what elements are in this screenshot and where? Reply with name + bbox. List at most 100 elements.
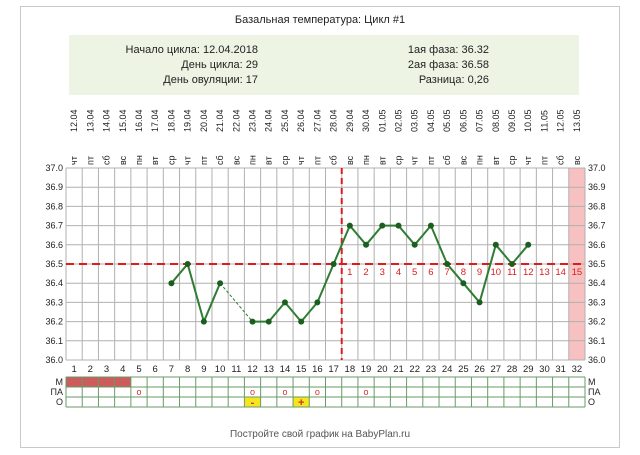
date-tick-label: 06.05 xyxy=(458,109,468,132)
temperature-point xyxy=(346,222,353,229)
date-tick-label: 03.05 xyxy=(410,109,420,132)
chart-grid xyxy=(65,167,586,361)
weekday-tick-label: чт xyxy=(523,156,533,165)
temperature-point xyxy=(460,280,467,287)
y-tick-label-left: 36.3 xyxy=(45,297,63,307)
weekday-tick-label: пн xyxy=(361,155,371,165)
day-number-label: 13 xyxy=(263,364,274,375)
y-tick-label-left: 36.9 xyxy=(45,182,63,192)
date-tick-label: 25.04 xyxy=(280,109,290,132)
weekday-tick-label: вт xyxy=(491,156,501,165)
weekday-tick-label: пн xyxy=(475,155,485,165)
y-tick-label-left: 36.5 xyxy=(45,259,63,269)
phase2-day-number: 9 xyxy=(477,267,482,278)
intercourse-mark: o xyxy=(136,387,141,397)
chart-frame: Базальная температура: Цикл #1 Начало ци… xyxy=(20,6,620,448)
date-tick-label: 05.05 xyxy=(442,109,452,132)
temperature-point xyxy=(200,318,207,325)
y-tick-label-left: 36.4 xyxy=(45,278,63,288)
date-tick-label: 13.04 xyxy=(85,109,95,132)
date-tick-label: 19.04 xyxy=(183,109,193,132)
weekday-tick-label: сб xyxy=(215,155,225,165)
sign-cell xyxy=(293,397,310,407)
temperature-point xyxy=(444,261,451,267)
date-tick-label: 29.04 xyxy=(345,109,355,132)
temperature-point xyxy=(249,318,256,325)
date-tick-label: 18.04 xyxy=(166,109,176,132)
marker-row-label-right: О xyxy=(588,397,595,407)
day-number-label: 1 xyxy=(71,364,76,375)
phase2-day-number: 14 xyxy=(555,267,566,278)
date-tick-label: 26.04 xyxy=(296,109,306,132)
weekday-tick-label: вс xyxy=(345,155,355,165)
y-tick-label-left: 36.2 xyxy=(45,317,63,327)
weekday-tick-label: пт xyxy=(85,156,95,165)
weekday-tick-label: вт xyxy=(377,156,387,165)
weekday-tick-label: ср xyxy=(507,155,517,165)
date-tick-label: 09.05 xyxy=(507,109,517,132)
weekday-tick-label: чт xyxy=(183,156,193,165)
day-axis: 1 2 3 4 5 6 7 8 9 10 11 12 13 14 15 16 17 18 19 20 21 22 23 24 2… xyxy=(71,364,582,375)
y-tick-label-right: 37.0 xyxy=(588,163,606,173)
y-tick-label-left: 36.1 xyxy=(45,336,63,346)
temperature-point xyxy=(411,241,418,248)
phase2-day-number: 3 xyxy=(380,267,385,278)
y-tick-label-left: 36.7 xyxy=(45,221,63,231)
weekday-tick-label: вс xyxy=(458,155,468,165)
day-number-label: 10 xyxy=(215,364,226,375)
day-number-label: 2 xyxy=(88,364,93,375)
weekday-tick-label: чт xyxy=(296,156,306,165)
day-number-label: 17 xyxy=(328,364,339,375)
phase2-day-number: 1 xyxy=(347,267,352,278)
day-number-label: 29 xyxy=(523,364,534,375)
day-number-label: 18 xyxy=(345,364,356,375)
date-tick-label: 10.05 xyxy=(523,109,533,132)
temperature-point xyxy=(281,299,288,306)
y-tick-label-left: 36.0 xyxy=(45,355,63,365)
temperature-point xyxy=(427,222,434,229)
marker-row-label-right: ПА xyxy=(588,387,600,397)
weekday-tick-label: вт xyxy=(150,156,160,165)
temperature-point xyxy=(298,318,305,325)
phase2-day-number: 4 xyxy=(396,267,401,278)
marker-row-label-left: ПА xyxy=(51,387,63,397)
intercourse-mark: o xyxy=(282,387,287,397)
phase2-day-number: 2 xyxy=(363,267,368,278)
day-number-label: 3 xyxy=(104,364,109,375)
day-number-label: 20 xyxy=(377,364,388,375)
day-number-label: 24 xyxy=(442,364,453,375)
marker-row-label-left: М xyxy=(56,377,64,387)
temperature-point xyxy=(184,261,191,267)
weekday-tick-label: сб xyxy=(329,155,339,165)
info-panel-background xyxy=(69,35,579,95)
y-tick-label-left: 36.8 xyxy=(45,201,63,211)
date-tick-label: 21.04 xyxy=(215,109,225,132)
sign-cell-text: - xyxy=(251,397,255,409)
phase2-day-number: 15 xyxy=(572,267,583,278)
temperature-point xyxy=(525,241,532,248)
phase2-average: 2ая фаза: 36.58 xyxy=(408,59,489,71)
temperature-line xyxy=(170,261,221,325)
day-number-label: 16 xyxy=(312,364,323,375)
marker-row-label-right: М xyxy=(588,377,596,387)
date-tick-label: 22.04 xyxy=(231,109,241,132)
date-tick-label: 16.04 xyxy=(134,109,144,132)
phase2-day-number: 11 xyxy=(507,267,517,278)
day-number-label: 8 xyxy=(185,364,190,375)
menstruation-cell xyxy=(114,377,131,387)
footer-text: Постройте свой график на BabyPlan.ru xyxy=(230,428,410,440)
info-panel: Начало цикла: 12.04.2018 День цикла: 29 … xyxy=(69,35,579,95)
date-tick-label: 24.04 xyxy=(264,109,274,132)
date-tick-label: 14.04 xyxy=(102,109,112,132)
date-tick-label: 12.05 xyxy=(556,109,566,132)
temperature-chart: Базальная температура: Цикл #1 Начало ци… xyxy=(45,14,606,440)
y-tick-label-right: 36.6 xyxy=(588,240,606,250)
y-tick-label-right: 36.9 xyxy=(588,182,606,192)
weekday-tick-label: ср xyxy=(166,155,176,165)
y-tick-label-right: 36.0 xyxy=(588,355,606,365)
temperature-point xyxy=(314,299,321,306)
temperature-point xyxy=(363,241,370,248)
weekday-tick-label: вт xyxy=(264,156,274,165)
day-number-label: 31 xyxy=(555,364,566,375)
y-tick-label-right: 36.8 xyxy=(588,201,606,211)
